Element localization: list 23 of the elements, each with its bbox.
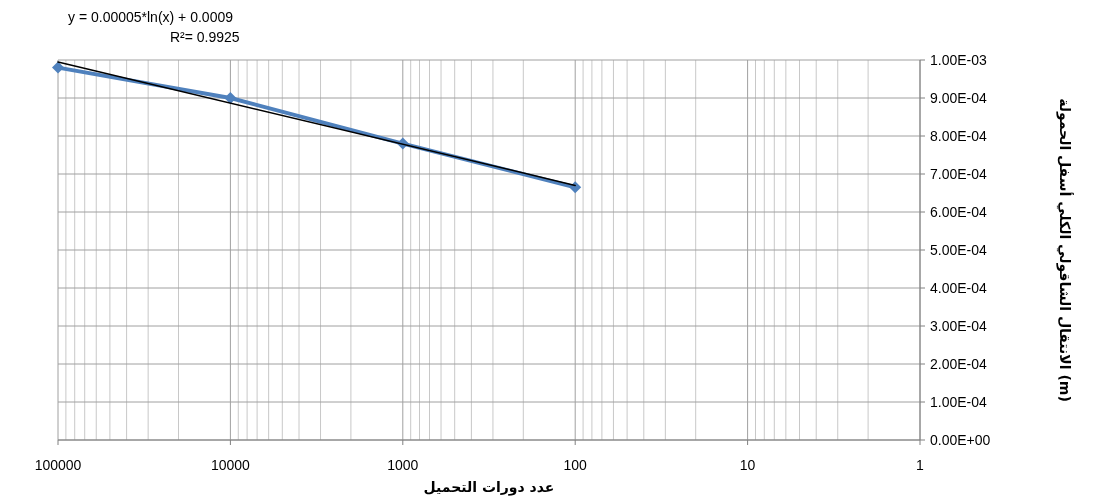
x-tick-label: 100 — [563, 457, 588, 473]
x-tick-label: 100000 — [34, 457, 82, 473]
y-tick-label: 3.00E-04 — [930, 318, 988, 334]
y-tick-label: 4.00E-04 — [930, 280, 988, 296]
x-tick-label: 1000 — [387, 457, 419, 473]
x-tick-label: 10000 — [210, 457, 251, 473]
text: y = 0.00005*ln(x) + 0.0009 — [68, 9, 234, 25]
y-tick-label: 8.00E-04 — [930, 128, 988, 144]
x-axis-title: عدد دورات التحميل — [423, 479, 555, 496]
y-tick-label: 9.00E-04 — [930, 90, 988, 106]
y-tick-label: 0.00E+00 — [930, 432, 991, 448]
point — [224, 92, 237, 104]
y-tick-label: 5.00E-04 — [930, 242, 988, 258]
y-tick-label: 1.00E-03 — [930, 52, 988, 68]
text: R²= 0.9925 — [170, 29, 240, 45]
point — [52, 61, 64, 74]
y-tick-label: 6.00E-04 — [930, 204, 988, 220]
x-tick-label: 10 — [739, 457, 756, 473]
y-axis-title: الانتقال الشاقولي الكلي أسفل الحمولة (m) — [1056, 98, 1074, 402]
y-tick-label: 7.00E-04 — [930, 166, 988, 182]
y-tick-label: 1.00E-04 — [930, 394, 988, 410]
y-tick-label: 2.00E-04 — [930, 356, 988, 372]
x-tick-label: 1 — [916, 457, 925, 473]
